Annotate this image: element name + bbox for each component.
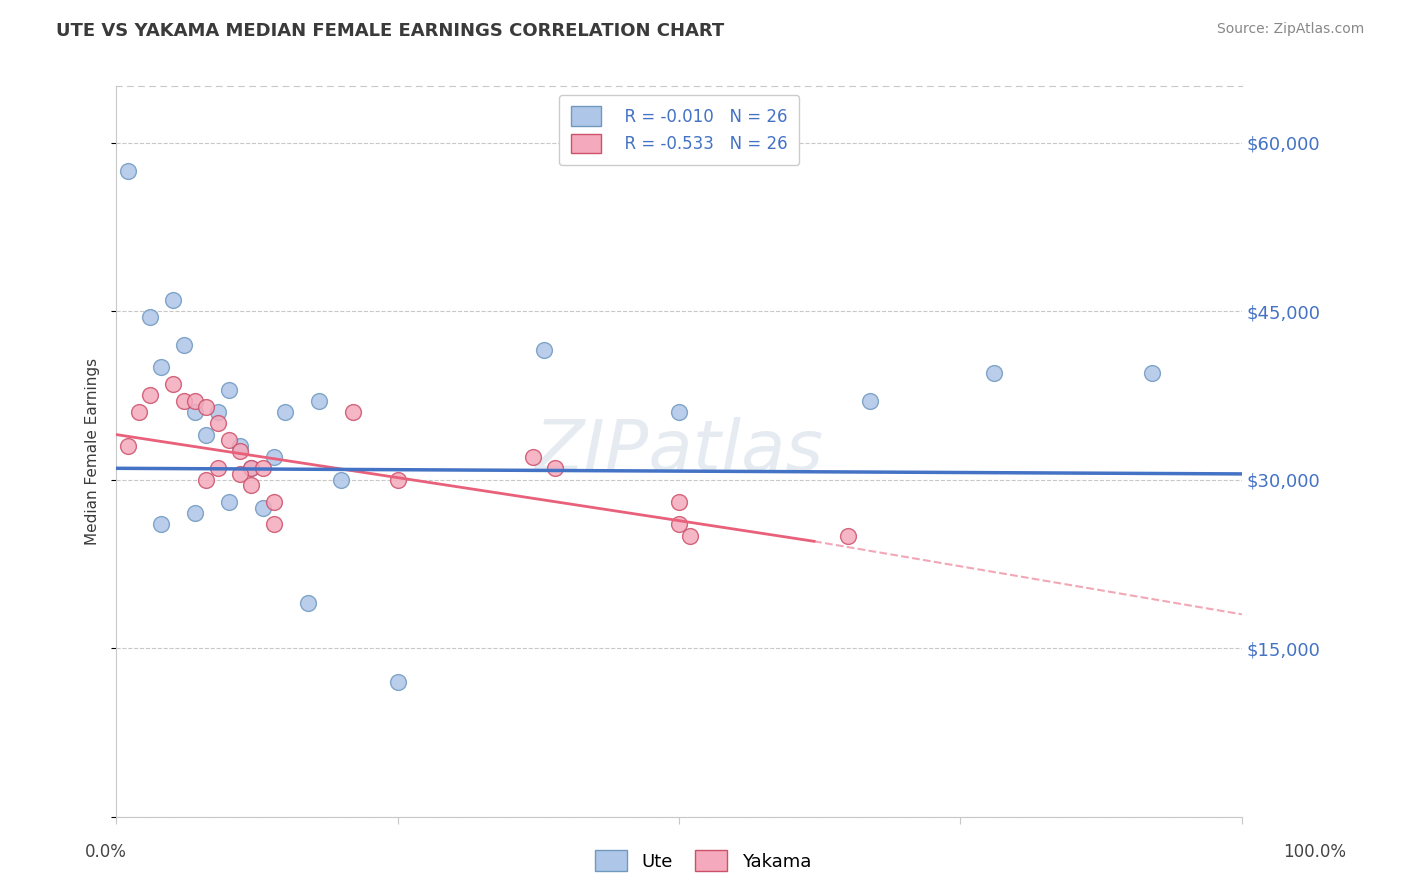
Text: 0.0%: 0.0%	[84, 843, 127, 861]
Point	[240, 461, 263, 475]
Point	[150, 360, 173, 375]
Point	[983, 366, 1005, 380]
Point	[207, 461, 229, 475]
Point	[297, 596, 319, 610]
Point	[263, 450, 285, 464]
Point	[240, 478, 263, 492]
Point	[533, 343, 555, 358]
Point	[195, 427, 218, 442]
Point	[522, 450, 544, 464]
Point	[668, 495, 690, 509]
Point	[150, 517, 173, 532]
Point	[387, 473, 409, 487]
Point	[184, 393, 207, 408]
Point	[117, 439, 139, 453]
Y-axis label: Median Female Earnings: Median Female Earnings	[86, 358, 100, 545]
Point	[139, 388, 162, 402]
Point	[263, 495, 285, 509]
Point	[342, 405, 364, 419]
Point	[308, 393, 330, 408]
Point	[859, 393, 882, 408]
Point	[387, 674, 409, 689]
Point	[184, 506, 207, 520]
Point	[195, 473, 218, 487]
Point	[544, 461, 567, 475]
Point	[679, 529, 702, 543]
Point	[330, 473, 353, 487]
Point	[229, 444, 252, 458]
Point	[139, 310, 162, 324]
Point	[128, 405, 150, 419]
Point	[252, 461, 274, 475]
Point	[218, 434, 240, 448]
Point	[162, 293, 184, 307]
Point	[668, 405, 690, 419]
Point	[207, 417, 229, 431]
Point	[218, 495, 240, 509]
Text: ZIPatlas: ZIPatlas	[534, 417, 824, 486]
Point	[263, 517, 285, 532]
Point	[240, 461, 263, 475]
Text: 100.0%: 100.0%	[1284, 843, 1346, 861]
Point	[117, 163, 139, 178]
Legend:   R = -0.010   N = 26,   R = -0.533   N = 26: R = -0.010 N = 26, R = -0.533 N = 26	[560, 95, 799, 165]
Point	[173, 337, 195, 351]
Point	[195, 400, 218, 414]
Point	[162, 377, 184, 392]
Point	[668, 517, 690, 532]
Point	[837, 529, 859, 543]
Point	[229, 467, 252, 481]
Point	[229, 439, 252, 453]
Point	[173, 393, 195, 408]
Point	[207, 405, 229, 419]
Point	[184, 405, 207, 419]
Text: UTE VS YAKAMA MEDIAN FEMALE EARNINGS CORRELATION CHART: UTE VS YAKAMA MEDIAN FEMALE EARNINGS COR…	[56, 22, 724, 40]
Text: Source: ZipAtlas.com: Source: ZipAtlas.com	[1216, 22, 1364, 37]
Legend: Ute, Yakama: Ute, Yakama	[588, 843, 818, 879]
Point	[274, 405, 297, 419]
Point	[1140, 366, 1163, 380]
Point	[252, 500, 274, 515]
Point	[218, 383, 240, 397]
